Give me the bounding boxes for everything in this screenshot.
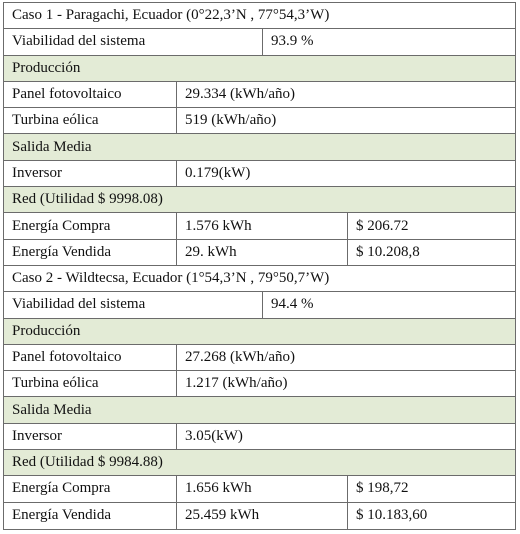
inverter-row: Inversor 3.05(kW)	[4, 423, 515, 451]
pv-label: Panel fotovoltaico	[12, 86, 122, 103]
buy-energy: 1.656 kWh	[176, 476, 347, 502]
sold-cost: $ 10.183,60	[347, 502, 515, 529]
production-header-row: Producción	[4, 55, 515, 82]
output-header: Salida Media	[12, 138, 92, 155]
viability-value: 93.9 %	[262, 29, 515, 55]
wind-value: 519 (kWh/año)	[176, 108, 515, 134]
grid-header: Red (Utilidad $ 9998.08)	[12, 191, 163, 208]
pv-value: 27.268 (kWh/año)	[176, 344, 515, 371]
output-header-row: Salida Media	[4, 134, 515, 161]
output-header-row: Salida Media	[4, 397, 515, 424]
viability-row: Viabilidad del sistema 93.9 %	[4, 29, 515, 56]
inverter-label: Inversor	[12, 427, 62, 444]
grid-header-row: Red (Utilidad $ 9984.88)	[4, 450, 515, 477]
buy-label: Energía Compra	[12, 480, 111, 497]
wind-label: Turbina eólica	[12, 375, 99, 392]
viability-row: Viabilidad del sistema 94.4 %	[4, 292, 515, 319]
case-1-title-row: Caso 1 - Paragachi, Ecuador (0°22,3’N , …	[4, 3, 515, 30]
buy-cost: $ 206.72	[347, 213, 515, 239]
sold-row: Energía Vendida 25.459 kWh $ 10.183,60	[4, 502, 515, 529]
inverter-row: Inversor 0.179(kW)	[4, 160, 515, 188]
case-title: Caso 2 - Wildtecsa, Ecuador (1°54,3’N , …	[12, 270, 330, 287]
sold-label: Energía Vendida	[12, 243, 112, 260]
wind-row: Turbina eólica 519 (kWh/año)	[4, 108, 515, 135]
sold-row: Energía Vendida 29. kWh $ 10.208,8	[4, 239, 515, 266]
pv-label: Panel fotovoltaico	[12, 349, 122, 365]
grid-header: Red (Utilidad $ 9984.88)	[12, 454, 163, 471]
case-2-title-row: Caso 2 - Wildtecsa, Ecuador (1°54,3’N , …	[4, 266, 515, 293]
inverter-label: Inversor	[12, 164, 62, 181]
pv-value: 29.334 (kWh/año)	[176, 81, 515, 108]
sold-energy: 25.459 kWh	[176, 502, 347, 529]
viability-label: Viabilidad del sistema	[12, 33, 146, 50]
buy-row: Energía Compra 1.656 kWh $ 198,72	[4, 476, 515, 503]
wind-row: Turbina eólica 1.217 (kWh/año)	[4, 371, 515, 398]
inverter-value: 0.179(kW)	[176, 160, 515, 187]
pv-row: Panel fotovoltaico 29.334 (kWh/año)	[4, 81, 515, 109]
production-header: Producción	[12, 322, 81, 339]
buy-cost: $ 198,72	[347, 476, 515, 502]
output-header: Salida Media	[12, 401, 92, 418]
inverter-value: 3.05(kW)	[176, 423, 515, 450]
production-header-row: Producción	[4, 318, 515, 345]
sold-cost: $ 10.208,8	[347, 239, 515, 265]
sold-energy: 29. kWh	[176, 239, 347, 265]
viability-label: Viabilidad del sistema	[12, 296, 146, 313]
results-table: Caso 1 - Paragachi, Ecuador (0°22,3’N , …	[3, 2, 516, 530]
production-header: Producción	[12, 59, 81, 76]
wind-label: Turbina eólica	[12, 112, 99, 129]
wind-value: 1.217 (kWh/año)	[176, 371, 515, 397]
grid-header-row: Red (Utilidad $ 9998.08)	[4, 187, 515, 214]
case-title: Caso 1 - Paragachi, Ecuador (0°22,3’N , …	[12, 7, 330, 24]
pv-row: Panel fotovoltaico 27.268 (kWh/año)	[4, 344, 515, 372]
buy-row: Energía Compra 1.576 kWh $ 206.72	[4, 213, 515, 240]
buy-label: Energía Compra	[12, 217, 111, 234]
sold-label: Energía Vendida	[12, 507, 112, 524]
viability-value: 94.4 %	[262, 292, 515, 318]
buy-energy: 1.576 kWh	[176, 213, 347, 239]
